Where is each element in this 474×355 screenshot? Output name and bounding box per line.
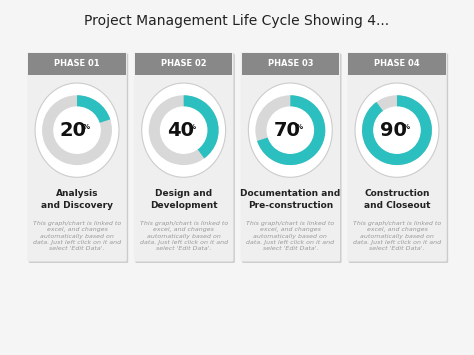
Text: Construction
and Closeout: Construction and Closeout <box>364 189 430 210</box>
FancyBboxPatch shape <box>347 52 447 262</box>
FancyBboxPatch shape <box>28 53 126 75</box>
Circle shape <box>54 107 100 153</box>
Text: This graph/chart is linked to
excel, and changes
automatically based on
data. Ju: This graph/chart is linked to excel, and… <box>139 221 228 251</box>
Ellipse shape <box>248 83 332 177</box>
Text: This graph/chart is linked to
excel, and changes
automatically based on
data. Ju: This graph/chart is linked to excel, and… <box>353 221 441 251</box>
Circle shape <box>267 107 313 153</box>
Text: 40: 40 <box>167 121 193 140</box>
Text: PHASE 02: PHASE 02 <box>161 59 207 69</box>
Text: Project Management Life Cycle Showing 4...: Project Management Life Cycle Showing 4.… <box>84 14 390 28</box>
FancyBboxPatch shape <box>348 53 446 75</box>
Text: This graph/chart is linked to
excel, and changes
automatically based on
data. Ju: This graph/chart is linked to excel, and… <box>33 221 121 251</box>
Wedge shape <box>77 95 110 123</box>
FancyBboxPatch shape <box>242 53 339 75</box>
Text: %: % <box>402 124 410 130</box>
Wedge shape <box>257 95 325 165</box>
FancyBboxPatch shape <box>27 52 127 262</box>
Text: 70: 70 <box>273 121 300 140</box>
Text: Design and
Development: Design and Development <box>150 189 218 210</box>
FancyBboxPatch shape <box>29 54 128 263</box>
Ellipse shape <box>142 83 226 177</box>
Circle shape <box>161 107 207 153</box>
Wedge shape <box>42 95 112 165</box>
FancyBboxPatch shape <box>136 54 235 263</box>
FancyBboxPatch shape <box>241 52 340 262</box>
Text: Analysis
and Discovery: Analysis and Discovery <box>41 189 113 210</box>
FancyBboxPatch shape <box>134 52 233 262</box>
Text: This graph/chart is linked to
excel, and changes
automatically based on
data. Ju: This graph/chart is linked to excel, and… <box>246 221 335 251</box>
Text: PHASE 03: PHASE 03 <box>268 59 313 69</box>
Text: PHASE 04: PHASE 04 <box>374 59 420 69</box>
Text: 20: 20 <box>60 121 87 140</box>
Text: %: % <box>189 124 196 130</box>
Wedge shape <box>149 95 219 165</box>
FancyBboxPatch shape <box>348 54 448 263</box>
Text: 90: 90 <box>380 121 407 140</box>
Circle shape <box>374 107 420 153</box>
Text: %: % <box>296 124 303 130</box>
Text: %: % <box>82 124 90 130</box>
Wedge shape <box>255 95 325 165</box>
Text: Documentation and
Pre-construction: Documentation and Pre-construction <box>240 189 340 210</box>
Ellipse shape <box>355 83 439 177</box>
Wedge shape <box>362 95 432 165</box>
Text: PHASE 01: PHASE 01 <box>54 59 100 69</box>
FancyBboxPatch shape <box>135 53 232 75</box>
Wedge shape <box>184 95 219 158</box>
Ellipse shape <box>35 83 119 177</box>
FancyBboxPatch shape <box>242 54 341 263</box>
Wedge shape <box>362 95 432 165</box>
